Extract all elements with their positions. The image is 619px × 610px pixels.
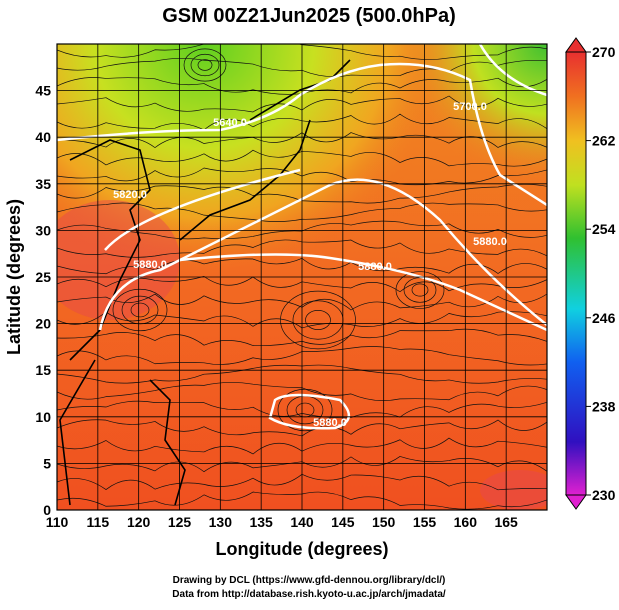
- y-tick-label: 15: [35, 362, 51, 378]
- x-tick-label: 155: [413, 514, 437, 530]
- y-tick-label: 25: [35, 269, 51, 285]
- eddy: [411, 283, 429, 297]
- y-tick-label: 40: [35, 129, 51, 145]
- x-tick-label: 150: [372, 514, 396, 530]
- coastline: [149, 379, 186, 506]
- eddy: [395, 271, 445, 309]
- colorbar-over: [565, 37, 587, 53]
- contour-line: [179, 253, 547, 332]
- x-tick-label: 145: [331, 514, 355, 530]
- credit: Drawing by DCL (https://www.gfd-dennou.o…: [173, 575, 446, 586]
- title: GSM 00Z21Jun2025 (500.0hPa): [162, 5, 455, 27]
- x-tick-label: 135: [249, 514, 273, 530]
- contour-label: 5880.0: [133, 259, 167, 271]
- contour-line: [57, 62, 547, 207]
- x-tick-label: 120: [127, 514, 151, 530]
- contour-label: 5880.0: [358, 261, 392, 273]
- y-axis-label: Latitude (degrees): [4, 199, 24, 355]
- contour-line: [98, 178, 547, 331]
- x-tick-label: 130: [209, 514, 233, 530]
- colorbar-tick-label: 254: [592, 221, 616, 237]
- x-tick-label: 115: [87, 514, 110, 530]
- x-tick-label: 125: [168, 514, 192, 530]
- contour-label: 5700.0: [453, 101, 487, 113]
- colorbar-tick-label: 246: [592, 310, 616, 326]
- eddy: [197, 59, 213, 71]
- contour-label: 5640.0: [213, 117, 247, 129]
- y-tick-label: 20: [35, 316, 51, 332]
- eddy: [280, 290, 356, 350]
- colorbar-under: [565, 494, 587, 510]
- contour-label: 5820.0: [113, 189, 147, 201]
- eddy: [183, 48, 227, 82]
- credit: Data from http://database.rish.kyoto-u.a…: [172, 589, 446, 600]
- eddy: [190, 53, 220, 77]
- contour-line: [268, 393, 350, 430]
- eddy: [277, 388, 333, 432]
- colorbar-tick-label: 230: [592, 487, 616, 503]
- coastline: [59, 359, 96, 506]
- y-tick-label: 30: [35, 222, 51, 238]
- colorbar: [565, 51, 587, 496]
- eddy: [130, 302, 150, 318]
- contour-line: [478, 44, 547, 97]
- colorbar-tick-label: 238: [592, 398, 616, 414]
- plot-frame: [56, 43, 548, 511]
- contour-label: 5880.0: [473, 236, 507, 248]
- eddy: [305, 310, 331, 330]
- x-tick-label: 165: [494, 514, 518, 530]
- x-tick-label: 140: [290, 514, 314, 530]
- y-tick-label: 45: [35, 83, 51, 99]
- eddy: [112, 288, 168, 332]
- x-axis-label: Longitude (degrees): [215, 539, 388, 559]
- contour-line: [104, 168, 301, 251]
- y-tick-label: 0: [43, 502, 51, 518]
- colorbar-tick-label: 262: [592, 133, 616, 149]
- x-tick-label: 110: [46, 514, 69, 530]
- y-tick-label: 5: [43, 455, 51, 471]
- contour-label: 5880.0: [313, 417, 347, 429]
- y-tick-label: 10: [35, 409, 51, 425]
- y-tick-label: 35: [35, 176, 51, 192]
- colorbar-tick-label: 270: [592, 44, 616, 60]
- coastline: [69, 139, 151, 361]
- x-tick-label: 160: [454, 514, 478, 530]
